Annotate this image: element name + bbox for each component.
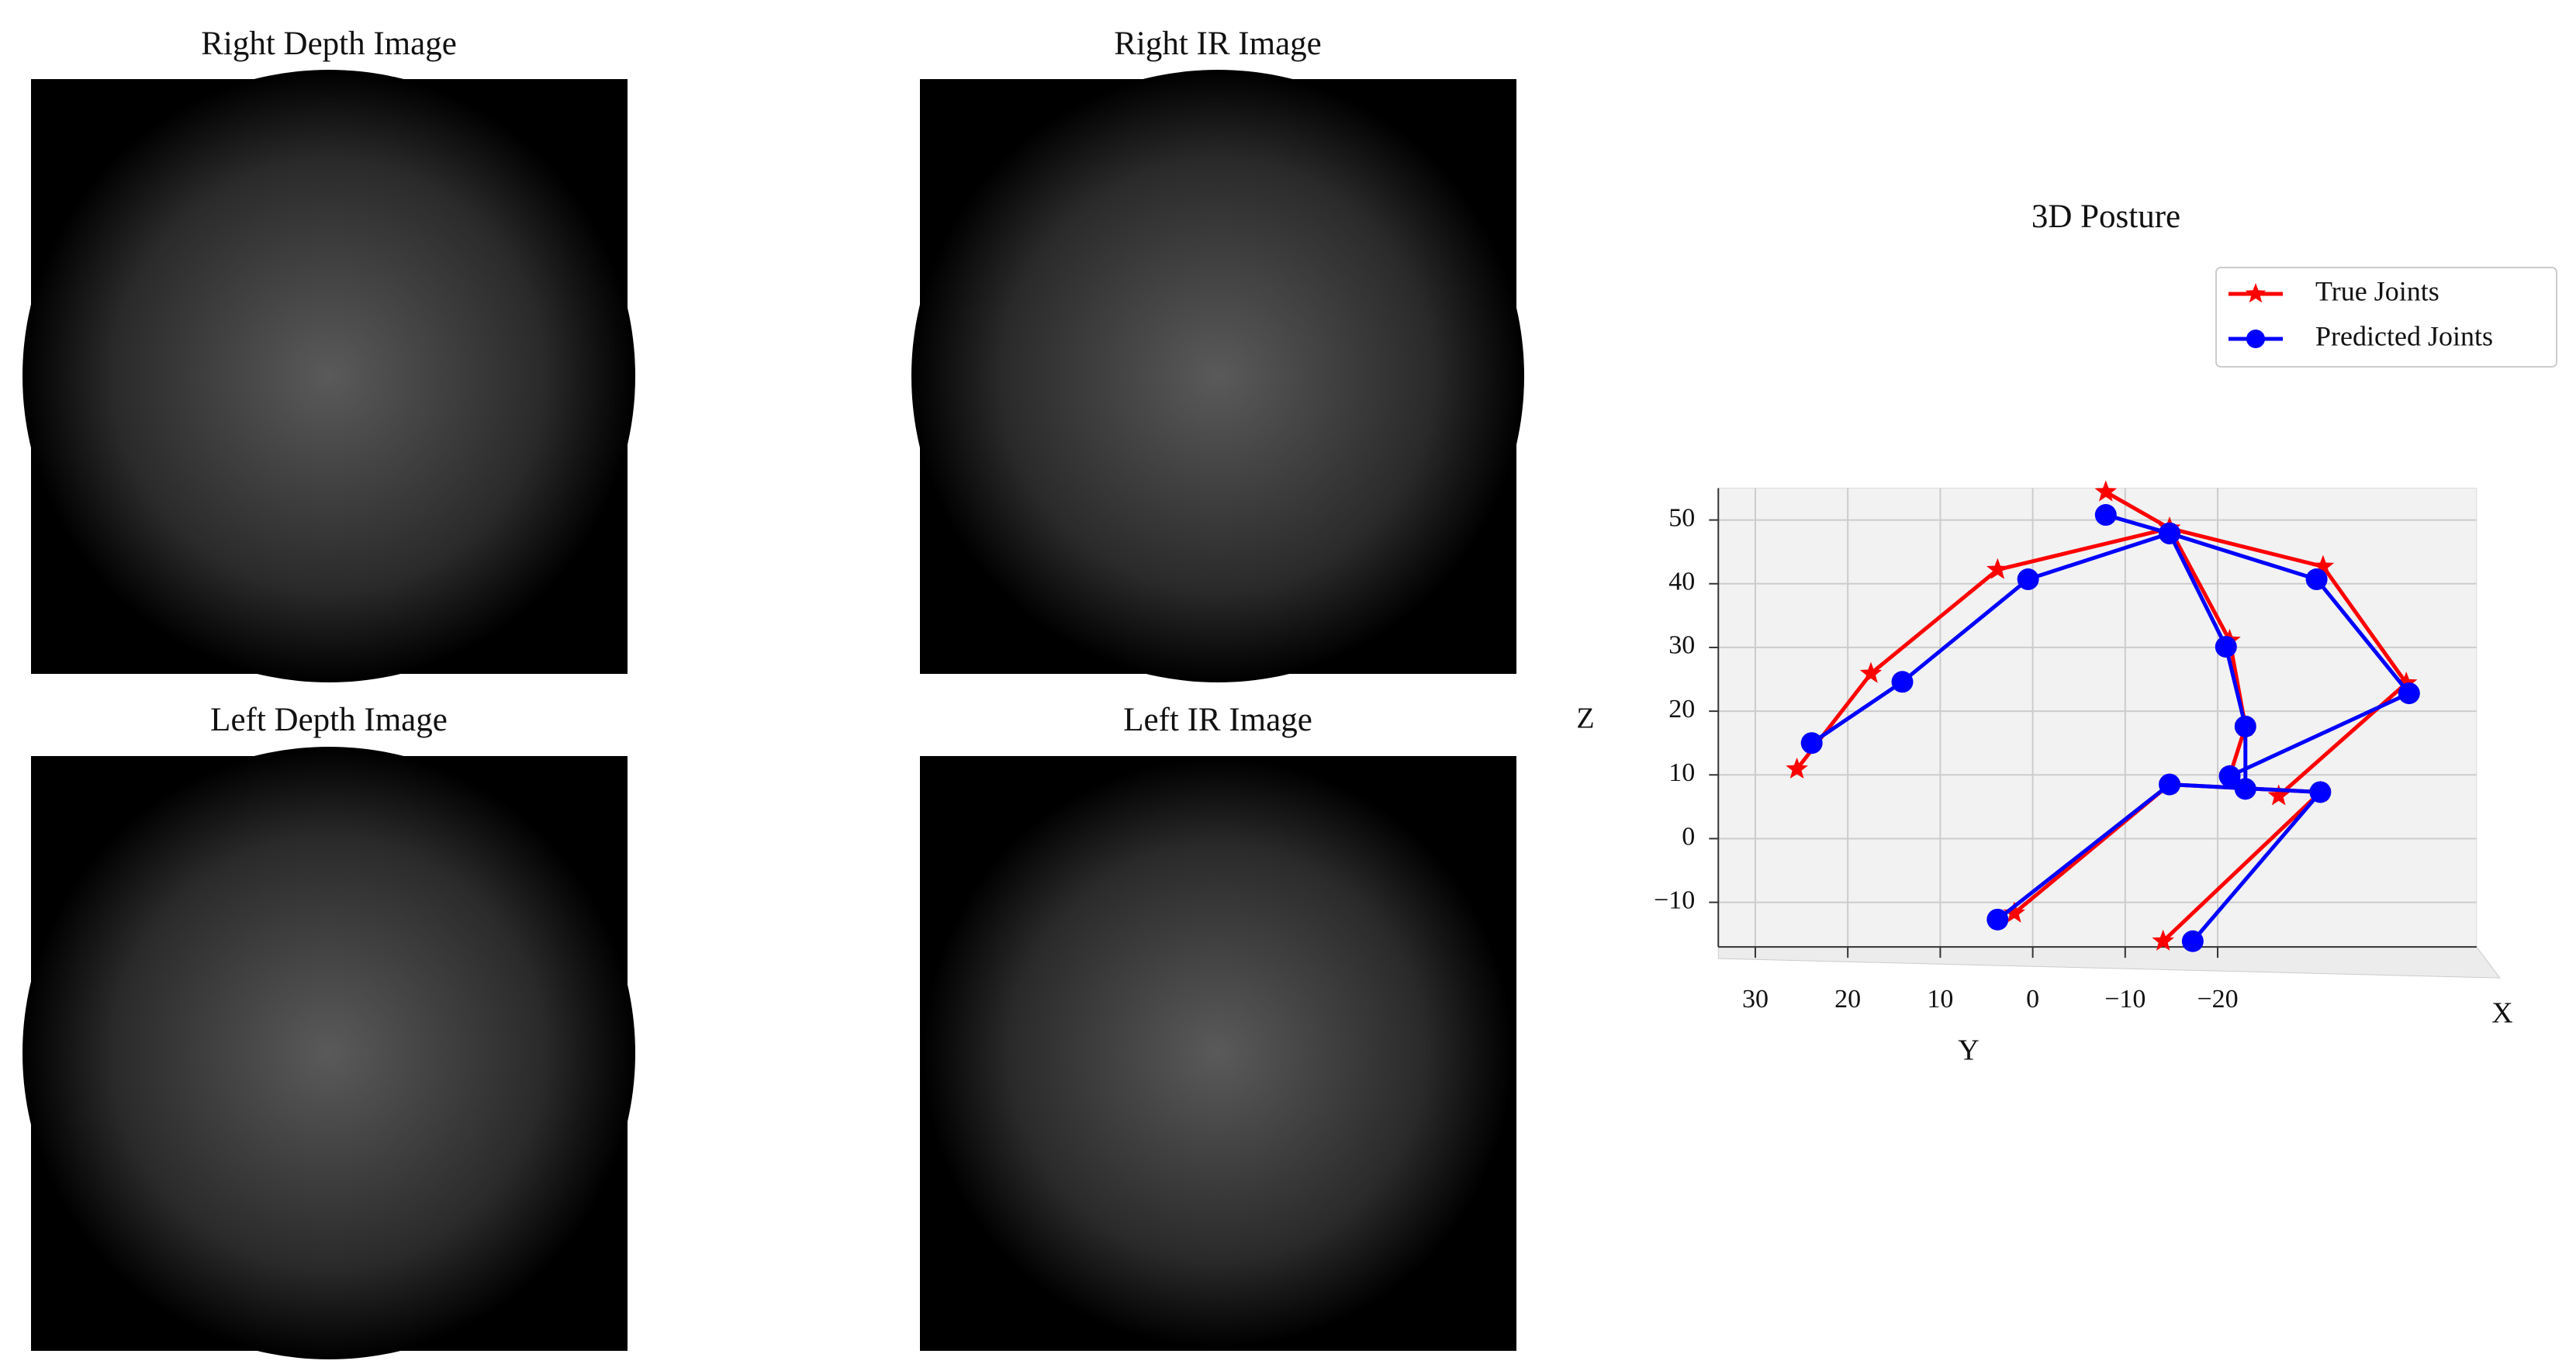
z-tick-label: 40 <box>1668 568 1695 596</box>
z-tick-label: 30 <box>1668 631 1695 660</box>
marker <box>2305 568 2328 591</box>
z-tick-label: 20 <box>1668 695 1695 723</box>
marker <box>1986 558 2009 579</box>
marker <box>2311 554 2335 576</box>
marker <box>2234 715 2256 737</box>
marker <box>2159 522 2181 544</box>
back-pane <box>1717 487 2477 948</box>
marker <box>2267 784 2290 806</box>
panel-title: Right IR Image <box>1114 26 1322 62</box>
marker <box>2215 636 2237 658</box>
marker <box>2395 672 2418 693</box>
chart-title: 3D Posture <box>2031 199 2180 235</box>
marker <box>2152 929 2174 951</box>
z-tick-label: −10 <box>1654 886 1695 914</box>
marker <box>2094 480 2118 502</box>
legend-label: Predicted Joints <box>2315 320 2493 351</box>
y-tick-label: 30 <box>1742 985 1769 1014</box>
y-tick-label: 10 <box>1927 985 1953 1014</box>
floor-pane <box>1717 946 2501 979</box>
marker <box>2094 504 2117 527</box>
panel-title: Left IR Image <box>1123 702 1312 738</box>
marker <box>2218 765 2241 787</box>
marker <box>2309 781 2332 803</box>
marker <box>1891 671 1914 693</box>
marker <box>1859 661 1883 683</box>
marker <box>1786 757 1808 779</box>
marker <box>2003 901 2025 923</box>
panel-title: Right Depth Image <box>201 26 457 62</box>
z-tick-label: 0 <box>1682 822 1695 851</box>
marker <box>1800 732 1823 755</box>
z-axis-label: Z <box>1576 703 1594 735</box>
marker <box>2398 682 2420 705</box>
legend-marker <box>2245 283 2267 303</box>
y-tick-label: 20 <box>1834 985 1861 1014</box>
image-panels: Right Depth Image Right IR Image Left De… <box>22 26 1524 1359</box>
legend-label: True Joints <box>2315 275 2439 306</box>
y-tick-label: 0 <box>2026 985 2039 1014</box>
legend: True Joints Predicted Joints <box>2215 267 2557 368</box>
image-content <box>911 70 1524 682</box>
z-tick-label: 50 <box>1668 503 1695 532</box>
z-tick-label: 10 <box>1668 758 1695 787</box>
x-axis-label: X <box>2491 997 2512 1030</box>
panel-title: Left Depth Image <box>210 702 448 738</box>
marker <box>2159 773 2181 796</box>
image-content <box>22 747 635 1359</box>
marker <box>2234 778 2256 800</box>
legend-marker <box>2246 330 2265 348</box>
marker <box>2181 930 2204 952</box>
y-tick-label: −20 <box>2197 985 2238 1014</box>
marker <box>1986 908 2009 931</box>
legend-box <box>2215 267 2557 368</box>
image-content <box>22 70 635 682</box>
y-tick-label: −10 <box>2104 985 2146 1014</box>
image-content <box>923 758 1513 1348</box>
marker <box>2017 568 2039 591</box>
y-axis-label: Y <box>1958 1034 1979 1067</box>
